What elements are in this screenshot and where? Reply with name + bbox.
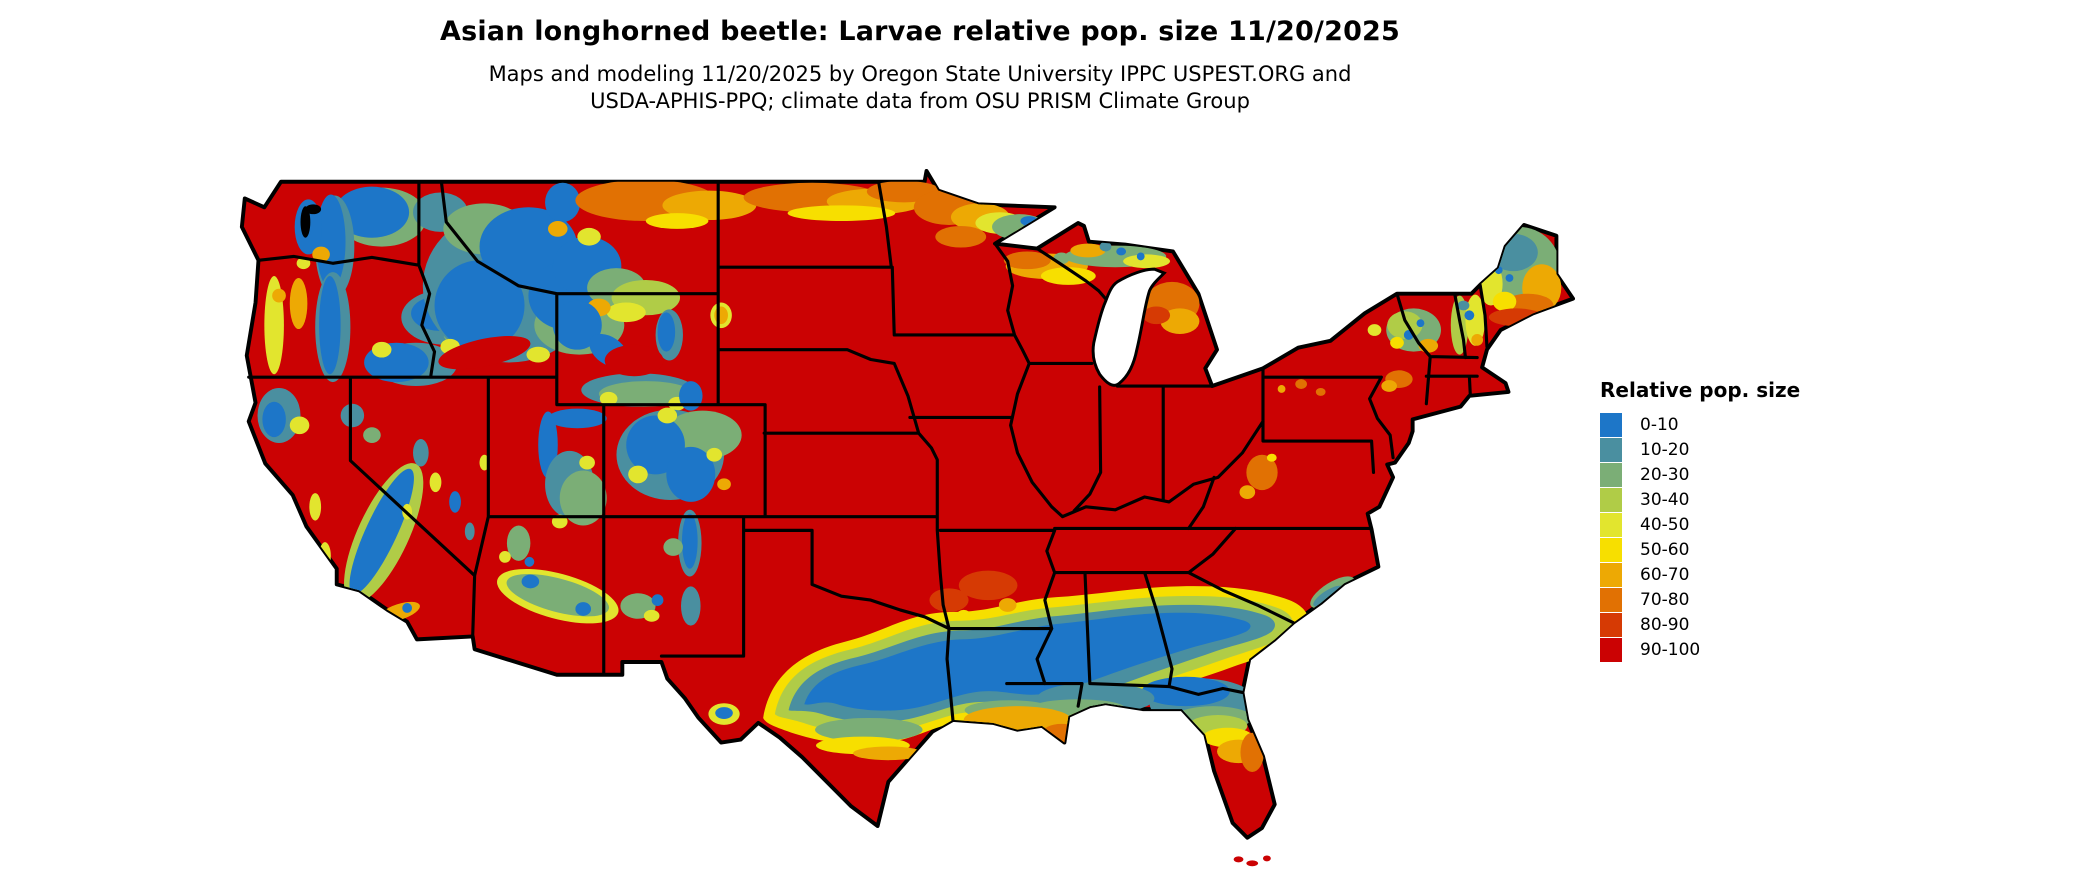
legend-item-label: 70-80 [1640,589,1690,610]
legend-color-swatch [1600,462,1622,487]
lake-michigan [1091,267,1167,387]
florida-keys [1233,855,1271,867]
legend-item: 20-30 [1600,462,1830,487]
map-title: Asian longhorned beetle: Larvae relative… [439,16,1401,47]
legend-color-swatch [1600,587,1622,612]
legend-item: 90-100 [1600,637,1830,662]
legend-item: 60-70 [1600,562,1830,587]
legend-item: 70-80 [1600,587,1830,612]
legend-color-swatch [1600,562,1622,587]
legend-item: 50-60 [1600,537,1830,562]
legend-color-swatch [1600,512,1622,537]
legend-item-label: 50-60 [1640,539,1690,560]
population-raster-overlay [257,179,1562,772]
legend-title: Relative pop. size [1600,378,1801,402]
legend-color-swatch [1600,637,1622,662]
legend-item: 40-50 [1600,512,1830,537]
legend-item-label: 90-100 [1640,639,1701,660]
legend-item-label: 20-30 [1640,464,1690,485]
us-map [239,168,1575,867]
puget-sound [300,204,322,238]
legend-item-label: 10-20 [1640,439,1690,460]
legend: Relative pop. size 0-10 10-20 20-30 30-4… [1600,378,1830,662]
legend-item-label: 60-70 [1640,564,1690,585]
legend-color-swatch [1600,612,1622,637]
legend-item-label: 30-40 [1640,489,1690,510]
legend-item-label: 0-10 [1640,414,1679,435]
legend-items: 0-10 10-20 20-30 30-40 40-50 50-60 60-70… [1600,412,1830,662]
legend-item: 80-90 [1600,612,1830,637]
state-borders [247,180,1489,722]
legend-item: 0-10 [1600,412,1830,437]
legend-item: 10-20 [1600,437,1830,462]
subtitle-line-1: Maps and modeling 11/20/2025 by Oregon S… [488,62,1352,86]
legend-item-label: 80-90 [1640,614,1690,635]
subtitle-line-2: USDA-APHIS-PPQ; climate data from OSU PR… [590,89,1250,114]
legend-color-swatch [1600,412,1622,437]
title-block: Asian longhorned beetle: Larvae relative… [0,16,1840,116]
legend-item-label: 40-50 [1640,514,1690,535]
legend-color-swatch [1600,437,1622,462]
legend-item: 30-40 [1600,487,1830,512]
legend-color-swatch [1600,487,1622,512]
legend-color-swatch [1600,537,1622,562]
map-subtitle: Maps and modeling 11/20/2025 by Oregon S… [0,61,1840,116]
